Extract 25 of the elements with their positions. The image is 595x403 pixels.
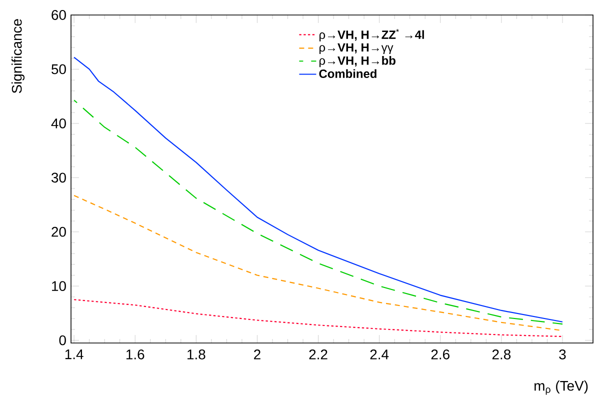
x-tick-label: 2.6 [431,350,450,360]
y-tick-label: 10 [52,281,66,292]
x-axis-title: m$_{ρ}$ (TeV) [534,380,588,395]
x-tick-label: 1.8 [188,350,206,360]
y-axis-title: Significance [12,19,25,94]
y-tick-label: 0 [59,335,66,346]
x-tick-label: 3 [559,350,566,360]
y-tick-label: 40 [51,118,66,128]
legend-label: Combined [319,69,376,78]
line-series [74,56,564,322]
x-tick-label: 2.4 [370,350,389,360]
x-tick-label: 1.4 [65,350,84,360]
line-series [74,299,564,338]
x-tick-label: 2 [254,350,260,360]
legend-label: ρ→VH, H→γγ [320,43,394,54]
y-tick-label: 20 [52,226,66,237]
legend-label: ρ→VH, H→ZZ$^{*}$ →4l [320,29,424,42]
x-tick-label: 2.8 [492,350,511,360]
y-tick-label: 30 [52,172,66,183]
y-tick-label: 60 [52,10,66,20]
y-tick-label: 50 [52,64,66,74]
legend-label: ρ→VH, H→bb [320,56,396,68]
x-tick-label: 1.6 [126,350,144,360]
line-series [74,100,564,325]
x-tick-label: 2.2 [309,350,328,360]
